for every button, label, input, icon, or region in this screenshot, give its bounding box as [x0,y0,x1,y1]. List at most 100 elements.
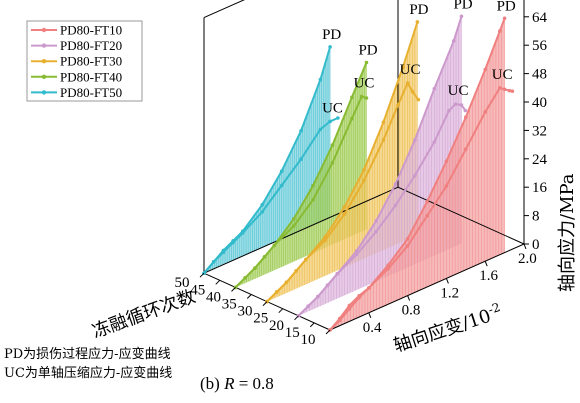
x-tick-mark [368,312,372,318]
uc-point-30 [362,178,366,183]
cycles-tick-label: 20 [269,318,284,334]
z-tick-label: 0 [532,237,540,253]
z-tick-label: 56 [532,38,548,54]
pd-point-40 [350,95,354,100]
pd-point-10 [444,159,449,164]
uc-point-20 [354,252,359,257]
uc-point-30 [381,138,386,142]
uc-point-50 [336,116,340,120]
ylabel: 冻融循环次数 [90,286,199,343]
cycles-tick-mark [215,279,221,285]
pd-label-20: PD [453,0,472,12]
zlabel: 轴向应力/MPa [557,173,578,292]
uc-point-20 [432,140,437,144]
pd-point-50 [260,203,265,207]
legend: PD80-FT10PD80-FT20PD80-FT30PD80-FT40PD80… [26,20,143,102]
uc-point-20 [316,294,320,299]
x-tick-label: 2.0 [518,251,537,267]
uc-point-10 [464,147,468,151]
uc-point-20 [335,271,340,276]
pd-point-30 [342,205,347,209]
uc-point-50 [318,127,323,132]
pd-point-20 [354,249,359,253]
uc-point-10 [483,110,488,114]
note-pd: PD为损伤过程应力-应变曲线 [4,347,171,362]
uc-point-40 [253,266,257,270]
cycles-tick-label: 40 [206,289,221,305]
uc-point-40 [350,116,354,121]
pd-point-30 [415,20,420,24]
xlabel-exponent: -2 [486,300,501,317]
pd-point-10 [502,16,507,21]
x-tick-mark [445,278,449,284]
uc-point-40 [359,94,364,99]
uc-point-50 [221,250,226,254]
pd-point-20 [459,14,464,19]
x-tick-mark [407,295,411,301]
pd-label-50: PD [322,27,341,43]
uc-point-30 [396,103,400,107]
uc-point-10 [497,86,502,90]
pd-point-40 [364,60,369,65]
x-tick-mark [484,261,488,267]
cycles-tick-mark [278,308,284,314]
uc-point-30 [410,89,415,94]
pd-point-20 [374,219,378,223]
tick-labels: 0816243240485664720.40.81.21.62.01015202… [175,10,548,348]
uc-point-10 [337,318,342,323]
uc-label-50: UC [322,100,343,116]
uc-point-40 [291,224,296,228]
z-tick-label: 16 [532,180,548,196]
z-tick-label: 48 [532,67,547,83]
pd-point-10 [497,29,502,33]
uc-point-10 [425,214,429,218]
x-tick-label: 1.6 [479,268,498,284]
cycles-tick-mark [246,294,252,299]
x-tick-label: 1.2 [440,285,459,301]
uc-point-10 [386,266,391,271]
uc-point-20 [306,304,311,308]
uc-point-50 [211,260,216,264]
cycles-tick-mark [294,315,299,321]
uc-point-10 [510,89,515,93]
cycles-tick-label: 35 [222,297,237,313]
legend-label-40: PD80-FT40 [60,69,122,84]
uc-point-40 [330,160,335,165]
uc-point-40 [243,275,247,280]
uc-point-10 [405,244,410,248]
z-tick-label: 24 [532,152,548,168]
pd-point-20 [432,86,437,91]
pd-label-30: PD [409,2,428,18]
x-tick-label: 0.8 [402,303,421,319]
cycles-tick-label: 10 [301,332,316,348]
z-tick-label: 8 [532,209,540,225]
pd-point-20 [413,138,417,142]
legend-marker-50 [41,90,47,95]
uc-point-20 [459,103,464,107]
z-tick-label: 64 [532,10,548,26]
legend-marker-30 [41,59,47,64]
uc-label-10: UC [492,67,513,83]
pd-point-50 [318,77,323,82]
uc-point-50 [231,240,235,245]
uc-point-10 [507,88,512,93]
cycles-tick-label: 50 [175,275,190,291]
uc-point-40 [272,243,277,248]
pd-point-10 [405,237,410,241]
pd-point-10 [464,115,468,119]
uc-point-20 [413,173,417,178]
pd-point-10 [347,303,352,308]
uc-point-50 [241,231,245,235]
uc-point-50 [299,157,303,161]
cycles-tick-label: 15 [285,325,300,341]
uc-label-40: UC [354,76,375,92]
uc-point-10 [502,87,507,92]
uc-point-50 [279,183,284,188]
caption: (b) R = 0.8 [200,374,274,394]
cycles-tick-label: 30 [238,304,253,320]
uc-point-20 [374,229,378,234]
uc-point-10 [357,295,361,300]
uc-point-20 [325,283,330,287]
uc-point-30 [294,269,298,273]
